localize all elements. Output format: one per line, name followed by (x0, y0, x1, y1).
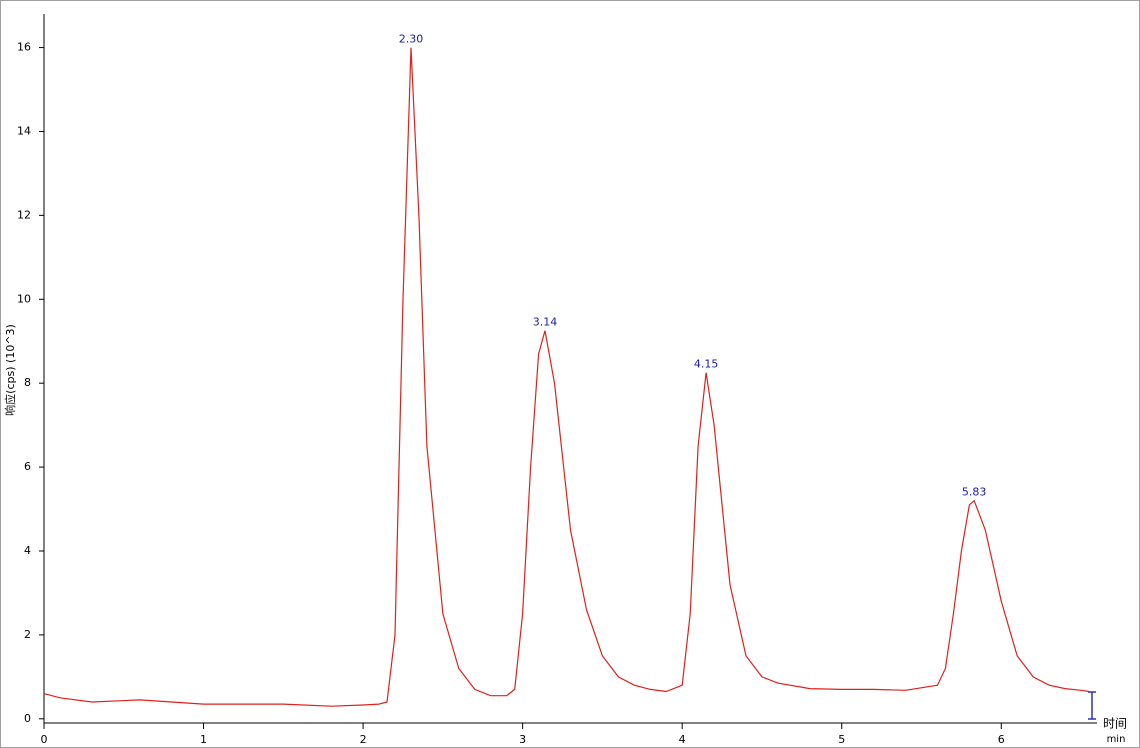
y-tick-label: 12 (17, 208, 31, 221)
peak-label: 4.15 (694, 358, 719, 371)
x-tick-label: 1 (200, 733, 207, 746)
peak-label: 3.14 (533, 316, 558, 329)
x-tick-label: 2 (360, 733, 367, 746)
x-tick-label: 3 (519, 733, 526, 746)
y-tick-label: 4 (24, 544, 31, 557)
scale-marker (1088, 691, 1096, 720)
x-tick-label: 6 (998, 733, 1005, 746)
y-tick-label: 14 (17, 124, 31, 137)
line (43, 47, 1090, 707)
y-tick-label: 10 (17, 292, 31, 305)
x-tick-label: 4 (679, 733, 686, 746)
y-tick-label: 8 (24, 376, 31, 389)
y-tick-label: 16 (17, 41, 31, 54)
y-axis-label: 响应(cps) (10^3) (3, 324, 17, 416)
peak-label: 2.30 (399, 33, 424, 46)
y-tick-label: 2 (24, 628, 31, 641)
x-axis-unit: min (1107, 734, 1126, 745)
y-tick-label: 0 (24, 712, 31, 725)
x-tick-label: 0 (41, 733, 48, 746)
x-axis-label: 时间 (1103, 717, 1127, 731)
peak-label: 5.83 (962, 486, 987, 499)
y-tick-label: 6 (24, 460, 31, 473)
x-tick-label: 5 (838, 733, 845, 746)
